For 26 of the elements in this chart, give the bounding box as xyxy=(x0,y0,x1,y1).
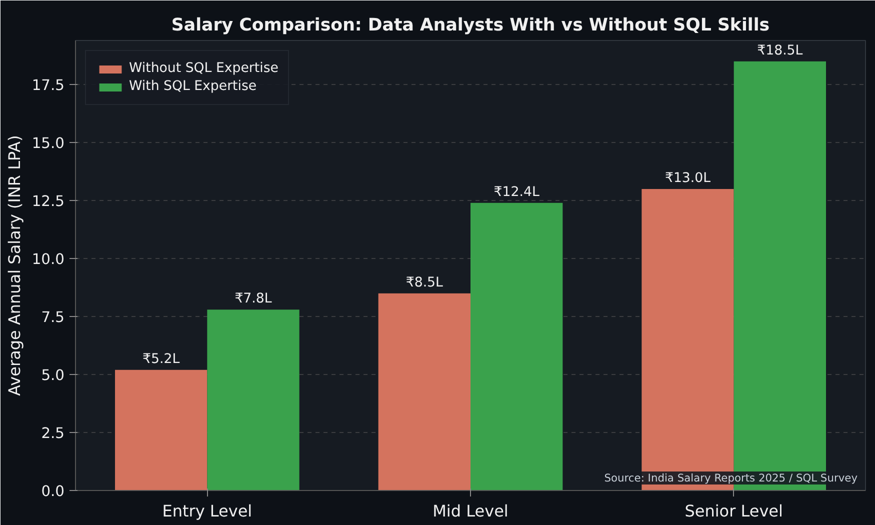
x-tick-label: Entry Level xyxy=(162,502,252,520)
data-label: ₹5.2L xyxy=(142,352,180,367)
y-axis-title: Average Annual Salary (INR LPA) xyxy=(4,135,24,396)
legend-label: Without SQL Expertise xyxy=(129,61,278,76)
data-label: ₹12.4L xyxy=(494,184,540,200)
y-tick-label: 15.0 xyxy=(32,135,65,152)
x-tick-label: Mid Level xyxy=(432,502,508,520)
data-label: ₹13.0L xyxy=(664,170,712,186)
x-tick-label: Senior Level xyxy=(684,502,783,520)
annotation: Source: India Salary Reports 2025 / SQL Survey xyxy=(604,472,858,484)
bar xyxy=(115,370,208,490)
y-tick-label: 5.0 xyxy=(41,367,65,384)
y-tick-label: 2.5 xyxy=(41,425,65,442)
y-tick-label: 10.0 xyxy=(32,251,65,268)
y-tick-label: 0.0 xyxy=(41,483,65,500)
data-label: ₹18.5L xyxy=(757,43,804,58)
y-tick-label: 12.5 xyxy=(32,193,65,210)
bar xyxy=(470,202,563,490)
data-label: ₹8.5L xyxy=(406,275,444,290)
y-tick-label: 17.5 xyxy=(32,77,65,94)
y-tick-label: 7.5 xyxy=(41,309,65,326)
data-label: ₹7.8L xyxy=(234,292,272,307)
bar xyxy=(207,310,300,490)
chart-title: Salary Comparison: Data Analysts With vs Without SQL Skills xyxy=(171,16,770,36)
legend-label: With SQL Expertise xyxy=(129,79,257,94)
bar xyxy=(378,293,470,490)
